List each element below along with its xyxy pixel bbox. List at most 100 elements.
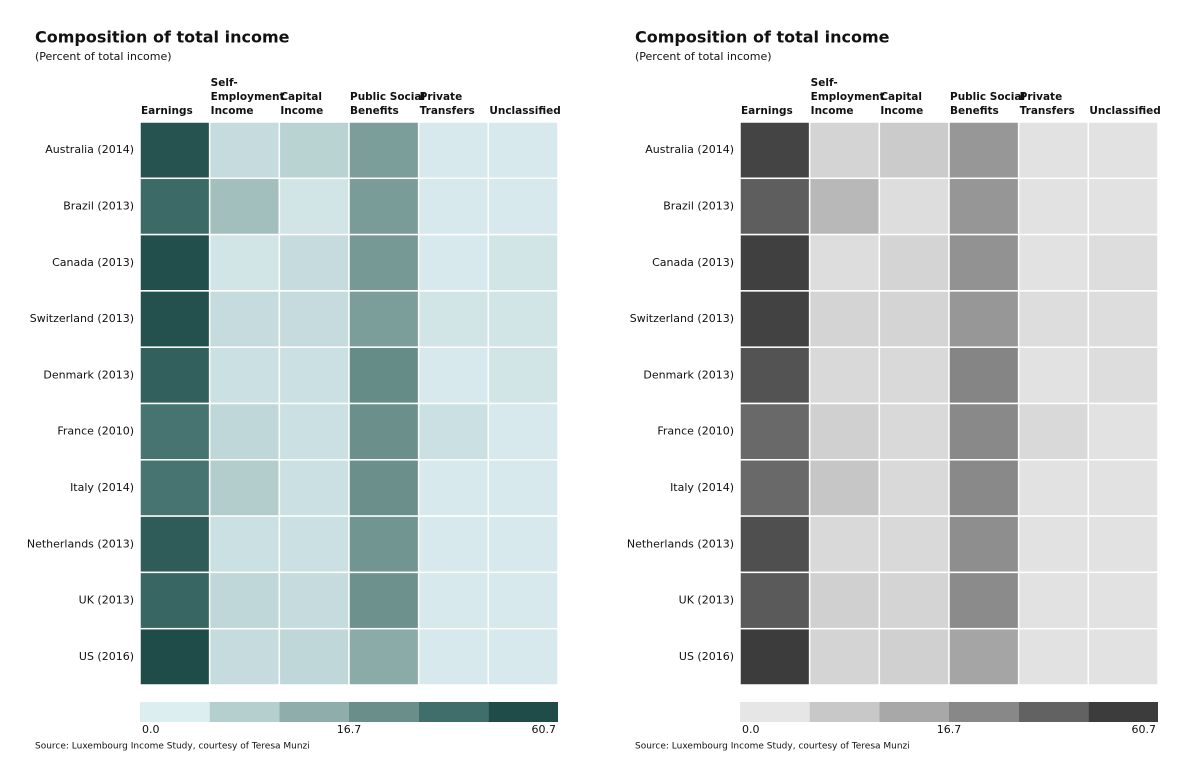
legend-swatch xyxy=(418,702,489,722)
row-label: US (2016) xyxy=(679,650,734,663)
heat-cell xyxy=(487,571,559,630)
column-header: Private xyxy=(420,91,463,103)
chart-title: Composition of total income xyxy=(35,28,290,47)
heat-cell xyxy=(739,346,811,405)
heat-cell xyxy=(417,515,490,574)
heat-cell xyxy=(139,571,211,630)
heat-cell xyxy=(348,627,420,686)
heat-cell xyxy=(348,233,420,292)
heat-cell xyxy=(1017,177,1090,236)
heat-cell xyxy=(139,402,211,461)
row-label: Italy (2014) xyxy=(670,481,734,494)
row-label: Switzerland (2013) xyxy=(30,312,134,325)
heat-cell xyxy=(1087,402,1159,461)
heat-cell xyxy=(208,571,281,630)
heat-cell xyxy=(348,121,420,180)
heat-cell xyxy=(808,121,881,180)
legend-tick-label: 16.7 xyxy=(937,723,962,736)
heat-cell xyxy=(1087,571,1159,630)
heat-cell xyxy=(348,515,420,574)
column-header: Unclassified xyxy=(1089,105,1160,117)
heat-cell xyxy=(487,290,559,348)
row-label: Australia (2014) xyxy=(45,143,134,156)
heat-cell xyxy=(417,402,490,461)
heat-cell xyxy=(487,233,559,292)
heat-cell xyxy=(808,402,881,461)
column-header: Earnings xyxy=(141,105,193,117)
row-label: Netherlands (2013) xyxy=(627,537,734,550)
heat-cell xyxy=(808,571,881,630)
legend-tick-label: 60.7 xyxy=(1132,723,1157,736)
heat-cell xyxy=(948,121,1020,180)
heat-cell xyxy=(878,346,950,405)
heat-cell xyxy=(278,571,350,630)
legend-tick-label: 16.7 xyxy=(337,723,362,736)
heat-cell xyxy=(1087,515,1159,574)
heat-cell xyxy=(208,346,281,405)
heat-cell xyxy=(348,459,420,517)
heat-cell xyxy=(739,121,811,180)
heat-cell xyxy=(208,515,281,574)
heat-cell xyxy=(878,233,950,292)
heat-cell xyxy=(1017,233,1090,292)
heat-cell xyxy=(739,459,811,517)
heat-cell xyxy=(808,346,881,405)
heat-cell xyxy=(808,515,881,574)
heat-cell xyxy=(1087,627,1159,686)
heat-cell xyxy=(739,402,811,461)
heat-cell xyxy=(878,402,950,461)
source-note: Source: Luxembourg Income Study, courtes… xyxy=(35,742,310,752)
heat-cell xyxy=(739,571,811,630)
heat-cell xyxy=(878,290,950,348)
heat-cell xyxy=(417,459,490,517)
legend-swatch xyxy=(949,702,1019,722)
column-header: Income xyxy=(280,105,323,117)
heat-cell xyxy=(948,177,1020,236)
column-header: Unclassified xyxy=(489,105,560,117)
legend-swatch xyxy=(349,702,419,722)
legend-swatch xyxy=(488,702,558,722)
column-header: Earnings xyxy=(741,105,793,117)
heat-cell xyxy=(1087,233,1159,292)
heat-cell xyxy=(1087,121,1159,180)
column-header: Benefits xyxy=(350,105,399,117)
heat-cell xyxy=(948,571,1020,630)
heat-cell xyxy=(948,346,1020,405)
heat-cell xyxy=(739,515,811,574)
heat-cell xyxy=(1087,346,1159,405)
column-header: Public Social xyxy=(350,91,425,103)
heat-cell xyxy=(487,346,559,405)
heat-cell xyxy=(808,627,881,686)
column-header: Private xyxy=(1020,91,1063,103)
chart-title: Composition of total income xyxy=(635,28,890,47)
column-header: Income xyxy=(811,105,854,117)
heat-cell xyxy=(278,290,350,348)
heat-cell xyxy=(348,177,420,236)
heat-cell xyxy=(139,627,211,686)
heat-cell xyxy=(139,233,211,292)
heat-cell xyxy=(208,402,281,461)
legend-swatch xyxy=(1088,702,1158,722)
column-header: Income xyxy=(880,105,923,117)
heat-cell xyxy=(348,290,420,348)
heat-cell xyxy=(1087,459,1159,517)
legend-swatch xyxy=(879,702,949,722)
column-header: Self- xyxy=(211,77,238,89)
row-label: France (2010) xyxy=(657,425,734,438)
heat-cell xyxy=(278,346,350,405)
row-label: Canada (2013) xyxy=(52,256,134,269)
legend-tick-label: 0.0 xyxy=(142,723,160,736)
legend-swatch xyxy=(209,702,280,722)
heat-cell xyxy=(208,233,281,292)
heat-cell xyxy=(878,571,950,630)
heat-cell xyxy=(417,121,490,180)
heat-cell xyxy=(348,571,420,630)
heat-cell xyxy=(487,121,559,180)
heat-cell xyxy=(808,459,881,517)
heat-cell xyxy=(808,233,881,292)
heat-cell xyxy=(278,402,350,461)
heat-cell xyxy=(948,402,1020,461)
heat-cell xyxy=(208,121,281,180)
column-header: Benefits xyxy=(950,105,999,117)
